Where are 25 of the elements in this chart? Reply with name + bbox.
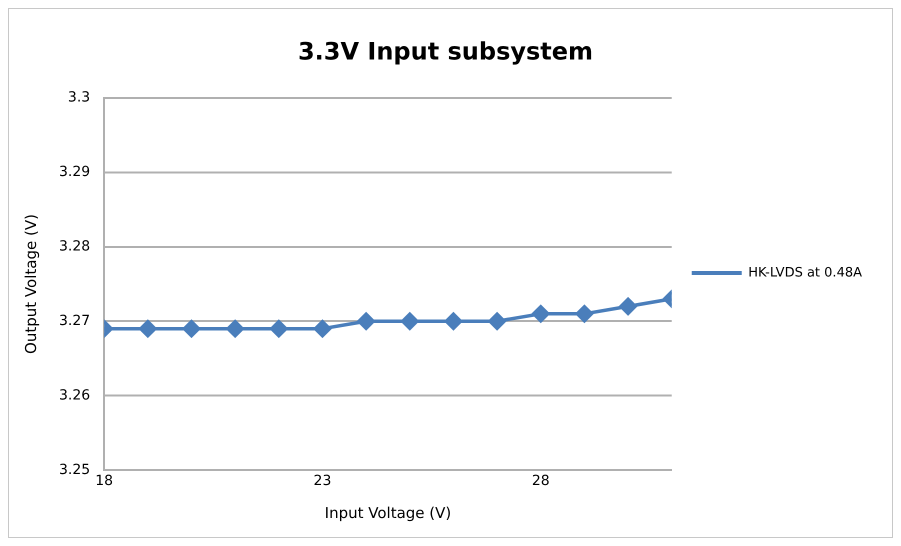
point [270, 320, 288, 338]
point [314, 320, 332, 338]
y-tick-label: 3.25 [59, 462, 90, 478]
point [139, 320, 157, 338]
point [401, 312, 419, 330]
x-tick-label: 23 [314, 473, 332, 490]
point [488, 312, 506, 330]
legend-label: HK-LVDS at 0.48A [748, 265, 862, 280]
point [444, 312, 462, 330]
x-tick-label: 28 [532, 473, 550, 490]
y-tick-label: 3.27 [59, 312, 90, 329]
point [226, 320, 244, 338]
x-tick-label: 18 [95, 473, 114, 490]
point [182, 320, 200, 338]
chart-title: 3.3V Input subsystem [298, 38, 594, 66]
point [619, 298, 637, 316]
point [532, 305, 550, 323]
point [576, 305, 594, 323]
y-tick-label: 3.26 [59, 387, 90, 404]
y-tick-label: 3.28 [59, 238, 90, 254]
y-tick-label: 3.3 [68, 89, 90, 106]
y-tick-label: 3.29 [59, 164, 90, 180]
point [357, 312, 375, 330]
y-axis-title: Output Voltage (V) [22, 214, 40, 354]
x-axis-title: Input Voltage (V) [324, 504, 452, 522]
